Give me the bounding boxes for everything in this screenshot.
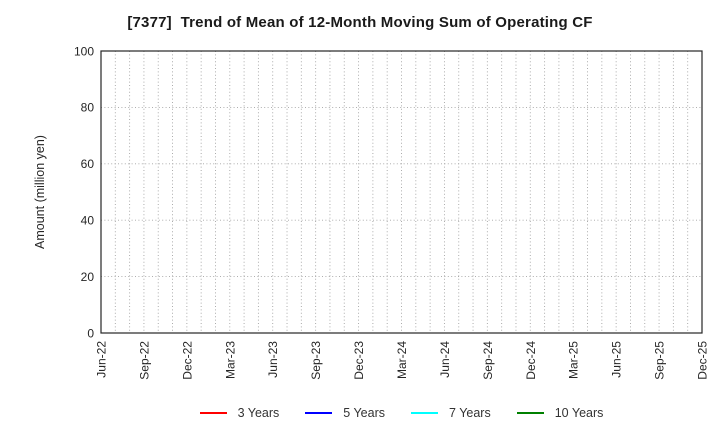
x-tick-label: Sep-22 [137, 341, 151, 380]
x-tick-label: Jun-22 [95, 341, 109, 378]
x-tick-label: Sep-25 [653, 341, 667, 380]
x-tick-label: Dec-22 [180, 341, 194, 380]
x-tick-label: Dec-23 [352, 341, 366, 380]
legend-item: 3 Years [199, 406, 280, 420]
legend-label: 5 Years [343, 406, 386, 420]
y-tick-label: 40 [81, 214, 95, 228]
legend-line-swatch [411, 412, 439, 414]
x-tick-label: Dec-24 [524, 341, 538, 380]
legend-label: 7 Years [449, 406, 491, 420]
legend-label: 3 Years [237, 406, 280, 420]
x-tick-label: Mar-24 [395, 341, 409, 379]
y-tick-label: 100 [74, 44, 94, 58]
legend: 3 Years 5 Years 7 Years 10 Years [101, 406, 702, 420]
legend-item: 5 Years [305, 406, 385, 420]
x-tick-label: Jun-24 [438, 341, 452, 378]
y-tick-label: 80 [81, 101, 95, 115]
legend-line-swatch [305, 412, 333, 414]
x-tick-label: Mar-25 [567, 341, 581, 379]
x-tick-label: Sep-24 [481, 341, 495, 380]
legend-line-swatch [199, 412, 227, 414]
x-tick-label: Mar-23 [223, 341, 237, 379]
x-tick-label: Jun-25 [610, 341, 624, 378]
legend-item: 7 Years [411, 406, 491, 420]
chart-title: [7377] Trend of Mean of 12-Month Moving … [127, 14, 593, 31]
y-tick-label: 20 [81, 270, 95, 284]
x-tick-label: Sep-23 [309, 341, 323, 380]
legend-label: 10 Years [554, 406, 604, 420]
x-tick-label: Dec-25 [696, 341, 710, 380]
legend-line-swatch [516, 412, 544, 414]
y-tick-label: 0 [87, 326, 94, 340]
plot-border [100, 50, 703, 334]
y-tick-label: 60 [81, 157, 95, 171]
legend-item: 10 Years [516, 406, 604, 420]
x-tick-label: Jun-23 [266, 341, 280, 378]
